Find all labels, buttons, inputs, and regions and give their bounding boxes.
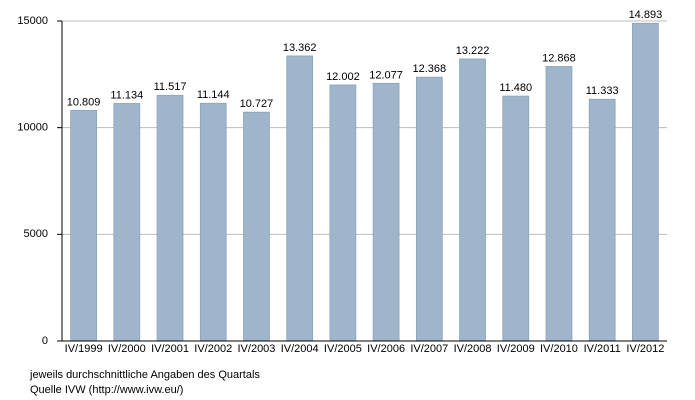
x-tick-label: IV/2004 [281, 343, 319, 355]
bar [156, 94, 184, 342]
bar [113, 103, 141, 342]
bar [632, 22, 659, 342]
x-tick-label: IV/2010 [540, 343, 578, 355]
value-label: 12.368 [412, 63, 446, 75]
x-tick-label: IV/2005 [324, 343, 362, 355]
x-tick-label: IV/2000 [108, 343, 146, 355]
value-label: 12.868 [542, 52, 576, 64]
x-tick-label: IV/2011 [584, 343, 621, 355]
bar [545, 66, 573, 342]
value-label: 11.144 [197, 89, 230, 101]
bar [588, 98, 616, 342]
x-tick-label: IV/2012 [626, 343, 664, 355]
bar [415, 76, 443, 342]
value-label: 11.517 [154, 81, 187, 93]
bar [502, 95, 530, 342]
value-label: 11.134 [110, 89, 143, 101]
x-tick-label: IV/2006 [367, 343, 405, 355]
footnote: jeweils durchschnittliche Angaben des Qu… [29, 369, 260, 381]
value-label: 13.362 [283, 42, 317, 54]
x-tick-label: IV/2001 [151, 343, 189, 355]
bar [329, 84, 357, 342]
bar [372, 82, 400, 342]
value-label: 13.222 [456, 45, 490, 57]
bar [199, 102, 227, 342]
x-tick-label: IV/1999 [65, 343, 103, 355]
bar [459, 58, 486, 342]
x-tick-label: IV/2003 [238, 343, 276, 355]
bar [70, 110, 97, 342]
x-tick-label: IV/2007 [410, 343, 448, 355]
value-label: 12.077 [369, 69, 403, 81]
value-label: 10.809 [67, 96, 101, 108]
value-label: 11.333 [586, 85, 619, 97]
y-tick-label: 15000 [17, 15, 48, 27]
bar [286, 55, 314, 342]
value-label: 10.727 [240, 98, 274, 110]
x-tick-label: IV/2009 [497, 343, 535, 355]
bar [243, 111, 270, 342]
value-label: 11.480 [499, 82, 532, 94]
value-label: 14.893 [629, 9, 663, 21]
value-label: 12.002 [326, 71, 360, 83]
y-tick-label: 5000 [24, 228, 48, 240]
x-tick-label: IV/2002 [194, 343, 232, 355]
x-tick-label: IV/2008 [454, 343, 492, 355]
y-tick-label: 10000 [17, 122, 48, 134]
footnote: Quelle IVW (http://www.ivw.eu/) [30, 384, 183, 396]
y-tick-label: 0 [42, 335, 48, 347]
